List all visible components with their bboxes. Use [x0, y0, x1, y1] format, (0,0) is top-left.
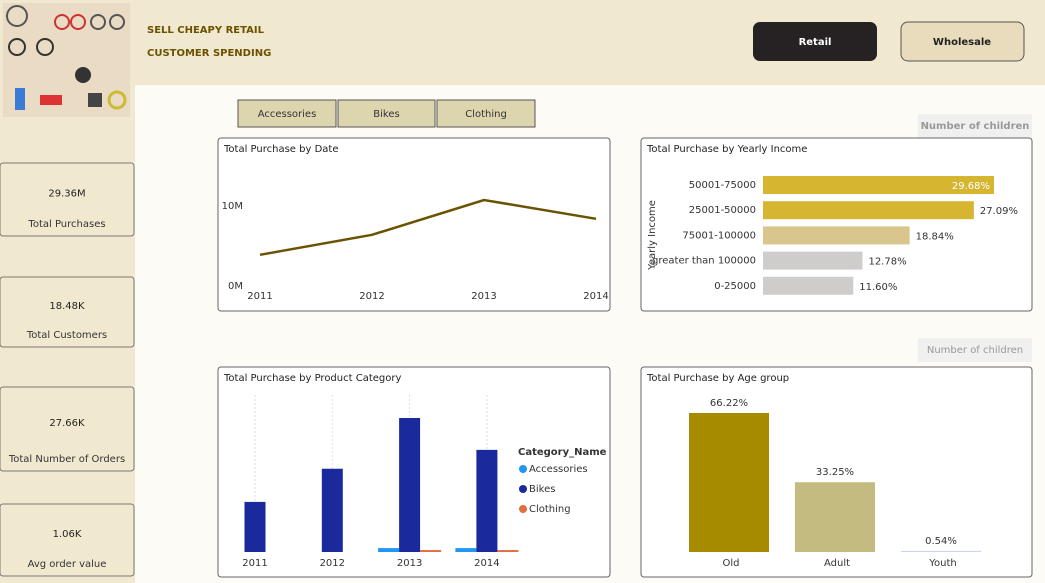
legend-label: Accessories: [529, 464, 588, 475]
line: [259, 198, 597, 257]
x-tick-label: Adult: [824, 558, 850, 569]
kpi-value: 27.66K: [49, 418, 85, 429]
chart-title: Total Purchase by Age group: [646, 373, 789, 384]
legend-title: Category_Name: [518, 447, 607, 458]
kpi-card: [0, 386, 135, 472]
y-tick-label: 25001-50000: [689, 205, 756, 216]
y-tick-label: 10M: [222, 201, 243, 212]
kpi-value: 18.48K: [49, 301, 85, 312]
chart-title: Total Purchase by Date: [223, 144, 338, 155]
data-label: 66.22%: [710, 398, 748, 409]
chart-title: Total Purchase by Yearly Income: [646, 144, 807, 155]
kpi-label: Total Number of Orders: [8, 454, 125, 465]
category-tab[interactable]: [237, 99, 337, 128]
x-tick-label: 2012: [320, 558, 345, 569]
retail-button-label[interactable]: Retail: [799, 37, 832, 48]
kpi-value: 29.36M: [48, 189, 85, 200]
title-line: CUSTOMER SPENDING: [147, 48, 271, 59]
bar: [476, 449, 498, 552]
bar: [378, 548, 400, 552]
bar: [763, 226, 910, 245]
kpi-card: [0, 162, 135, 237]
x-tick-label: 2013: [397, 558, 422, 569]
header-band: [0, 0, 1045, 85]
y-tick-label: greater than 100000: [652, 256, 756, 267]
kpi-label: Avg order value: [28, 559, 107, 570]
legend-swatch: [519, 465, 527, 473]
x-tick-label: 2014: [583, 291, 608, 302]
x-tick-label: Old: [723, 558, 740, 569]
bar: [763, 251, 863, 270]
x-tick-label: 2013: [471, 291, 496, 302]
x-tick-label: 2011: [247, 291, 272, 302]
x-tick-label: Youth: [928, 558, 957, 569]
data-label: 29.68%: [952, 181, 990, 192]
category-tab-label[interactable]: Accessories: [258, 109, 317, 120]
axis-title: Yearly Income: [647, 200, 658, 271]
y-tick-label: 0M: [228, 281, 243, 292]
bar: [455, 548, 477, 552]
bar: [321, 468, 343, 552]
y-tick-label: 0-25000: [714, 281, 756, 292]
bar: [399, 418, 421, 552]
chart-panel: [217, 137, 611, 312]
legend-label: Clothing: [529, 504, 571, 515]
data-label: 11.60%: [859, 282, 897, 293]
bar: [763, 176, 994, 194]
title-line: SELL CHEAPY RETAIL: [147, 25, 265, 36]
kpi-value: 1.06K: [53, 529, 82, 540]
category-tab[interactable]: [337, 99, 436, 128]
kpi-card: [0, 276, 135, 348]
bar: [763, 276, 854, 295]
bar: [420, 550, 442, 552]
wholesale-button[interactable]: [900, 21, 1025, 62]
x-tick-label: 2011: [242, 558, 267, 569]
bar: [244, 501, 266, 552]
bar: [901, 550, 981, 552]
logo: [3, 3, 130, 117]
chart-title: Total Purchase by Product Category: [223, 373, 401, 384]
legend-label: Bikes: [529, 484, 555, 495]
bar: [689, 413, 769, 552]
filter[interactable]: [918, 114, 1032, 138]
category-tab-label[interactable]: Clothing: [465, 109, 507, 120]
x-tick-label: 2014: [474, 558, 499, 569]
retail-button[interactable]: [753, 22, 877, 61]
category-tab[interactable]: [436, 99, 536, 128]
bar: [763, 201, 974, 220]
kpi-label: Total Customers: [26, 330, 107, 341]
legend-swatch: [519, 485, 527, 493]
legend-swatch: [519, 505, 527, 513]
filter-label[interactable]: Number of children: [927, 345, 1023, 356]
data-label: 27.09%: [980, 206, 1018, 217]
category-tab-label[interactable]: Bikes: [373, 109, 399, 120]
data-label: 12.78%: [868, 257, 906, 268]
bar: [795, 482, 875, 552]
data-label: 33.25%: [816, 467, 854, 478]
data-label: 18.84%: [916, 231, 954, 242]
kpi-label: Total Purchases: [27, 219, 105, 230]
wholesale-button-label[interactable]: Wholesale: [933, 37, 991, 48]
y-tick-label: 75001-100000: [682, 230, 756, 241]
data-label: 0.54%: [925, 536, 957, 547]
x-tick-label: 2012: [359, 291, 384, 302]
filter[interactable]: [918, 338, 1032, 362]
kpi-card: [0, 503, 135, 577]
y-tick-label: 50001-75000: [689, 180, 756, 191]
filter-label[interactable]: Number of children: [921, 121, 1030, 132]
bar: [497, 550, 519, 552]
